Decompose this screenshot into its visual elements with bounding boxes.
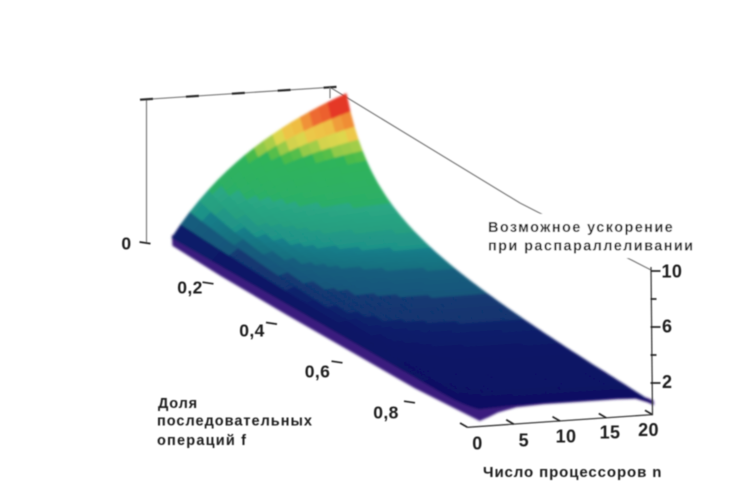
svg-text:0,8: 0,8	[373, 403, 399, 423]
svg-text:Возможное ускорение: Возможное ускорение	[488, 220, 674, 236]
svg-text:операций f: операций f	[157, 433, 247, 449]
svg-text:0: 0	[472, 434, 482, 454]
svg-text:последовательных: последовательных	[157, 414, 313, 430]
svg-text:5: 5	[519, 431, 529, 451]
svg-text:15: 15	[600, 423, 621, 443]
svg-text:Доля: Доля	[158, 396, 198, 412]
svg-text:10: 10	[556, 427, 577, 447]
svg-text:10: 10	[662, 262, 683, 282]
svg-text:Число процессоров n: Число процессоров n	[483, 464, 662, 481]
svg-text:0,2: 0,2	[177, 278, 203, 298]
svg-text:при распараллеливании: при распараллеливании	[488, 239, 694, 255]
svg-text:20: 20	[638, 420, 659, 440]
svg-text:0,4: 0,4	[239, 321, 265, 341]
svg-text:6: 6	[662, 317, 672, 337]
svg-text:0,6: 0,6	[305, 362, 331, 382]
svg-text:0: 0	[121, 234, 131, 254]
svg-text:2: 2	[662, 372, 672, 392]
